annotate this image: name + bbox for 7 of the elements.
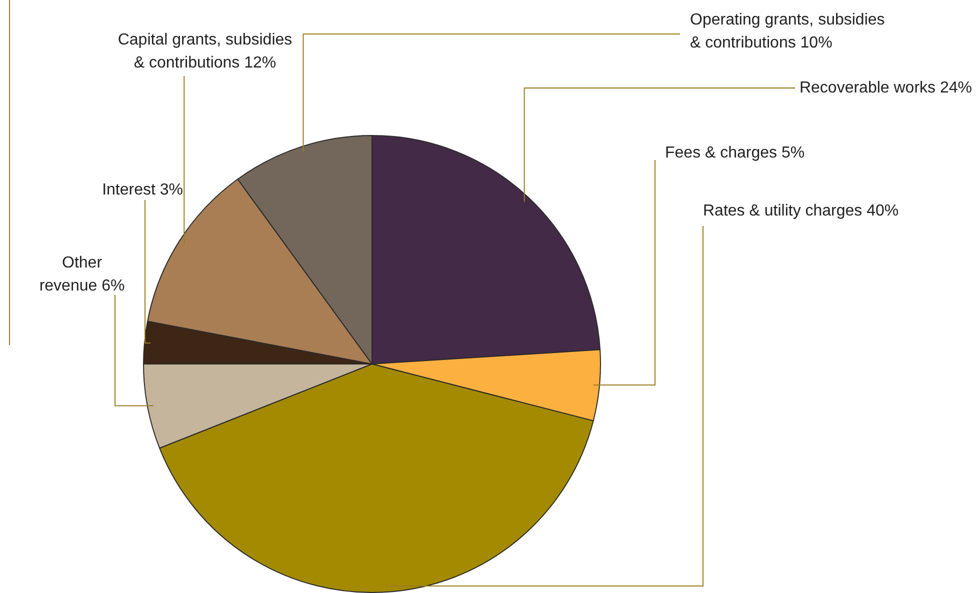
slice-label: Rates & utility charges 40% (703, 202, 899, 220)
slice-label: Operating grants, subsidies & contributions 10% (690, 11, 885, 52)
slice-label: Recoverable works 24% (799, 79, 972, 96)
slice-label: Interest 3% (102, 181, 183, 198)
slice-label: Capital grants, subsidies & contributions 12% (118, 31, 292, 72)
slice-label: Fees & charges 5% (665, 144, 805, 162)
slice-label: Other revenue 6% (39, 254, 125, 294)
